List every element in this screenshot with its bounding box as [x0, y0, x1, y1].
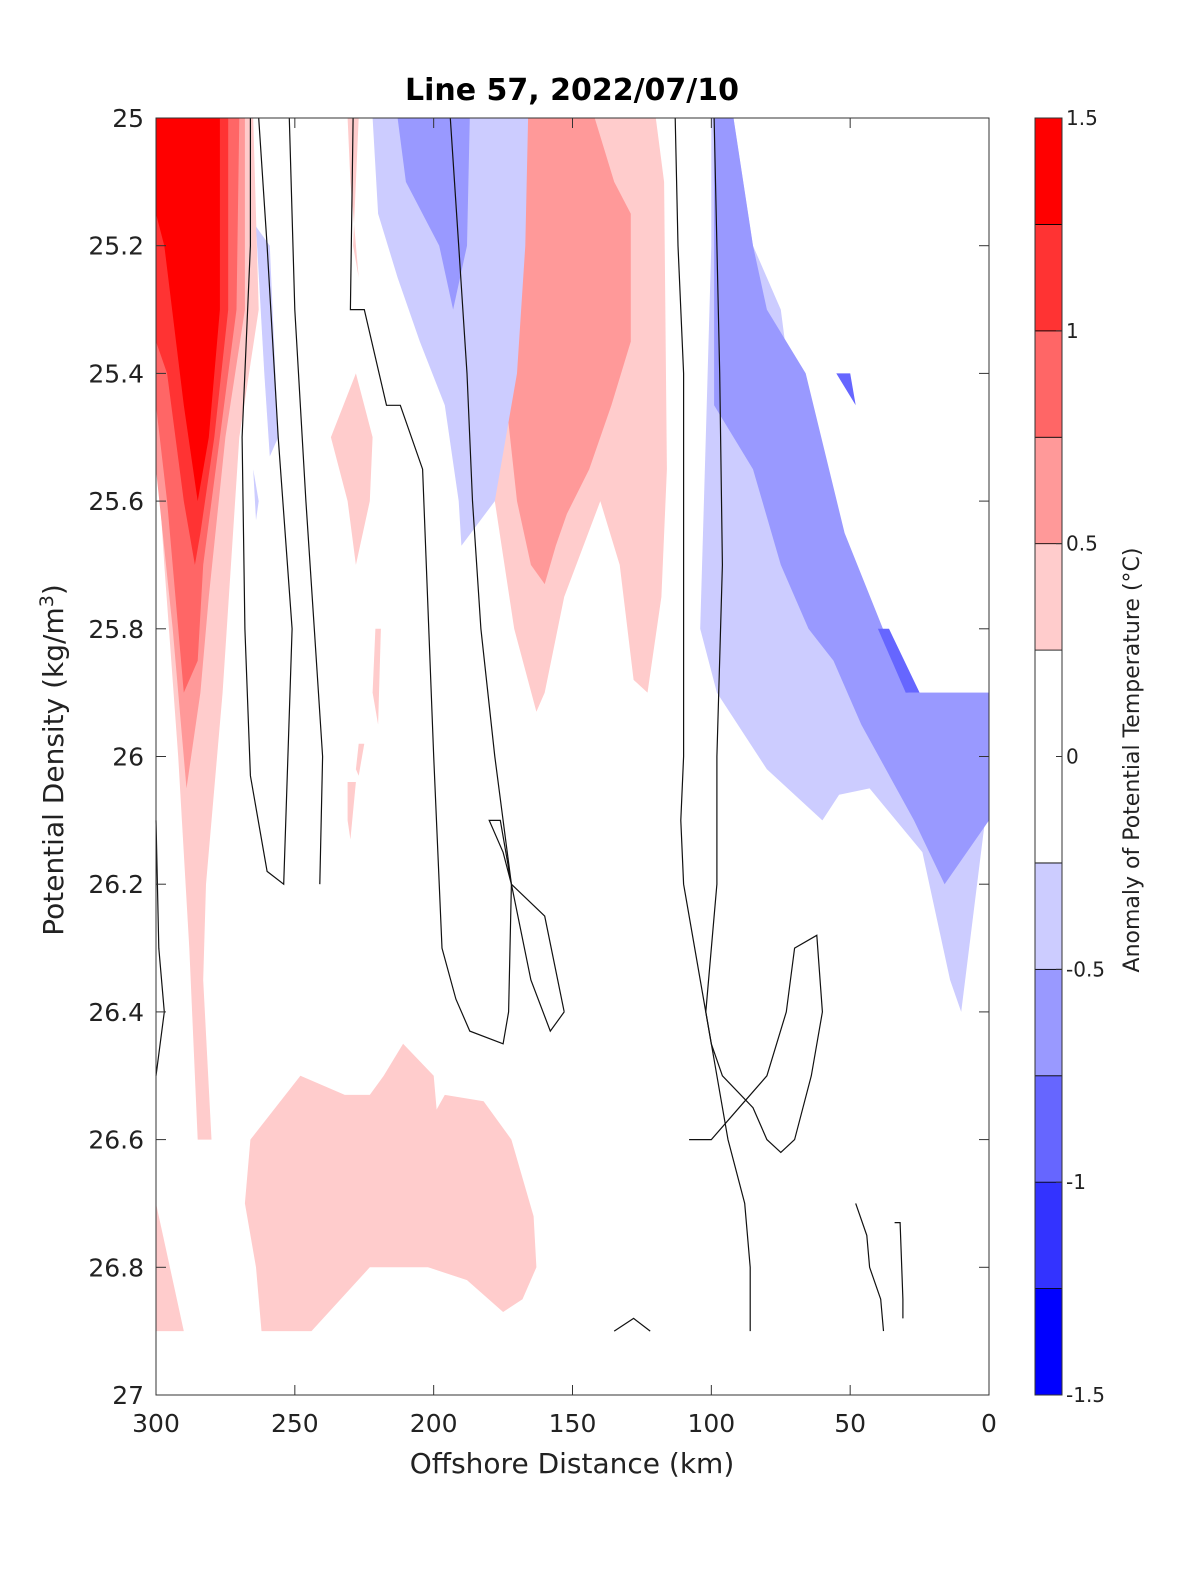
filled-region-13	[244, 1043, 454, 1332]
zero-contour-1	[241, 117, 293, 886]
filled-region-9	[355, 743, 365, 776]
filled-region-10	[347, 782, 356, 840]
zero-contour-8	[894, 1221, 904, 1319]
zero-contour-9	[613, 1317, 651, 1332]
x-tick-label: 0	[981, 1409, 997, 1438]
zero-contour-5	[674, 117, 824, 1154]
y-tick-label: 26.8	[88, 1253, 144, 1282]
zero-contour-2	[288, 117, 324, 885]
x-tick-label: 100	[687, 1409, 735, 1438]
colorbar-tick-label: -1.5	[1066, 1383, 1105, 1407]
x-tick-label: 50	[834, 1409, 866, 1438]
colorbar-band	[1034, 1288, 1063, 1396]
x-tick-label: 250	[271, 1409, 319, 1438]
y-axis-label-main: Potential Density (kg/m	[37, 607, 70, 936]
y-axis-label-superscript: 3	[36, 595, 58, 607]
filled-region-18	[397, 118, 470, 310]
colorbar-band	[1034, 436, 1063, 545]
zero-contour-3	[349, 117, 565, 1045]
zero-contour-6	[705, 117, 751, 1332]
colorbar-band	[1034, 330, 1063, 438]
colorbar-ticks: 1.5 1 0.5 0 -0.5 -1 -1.5	[1056, 106, 1105, 1407]
filled-region-20	[714, 118, 989, 885]
colorbar-tick-label: 0	[1066, 745, 1079, 769]
colorbar-tick-label: 0.5	[1066, 532, 1098, 556]
y-tick-label: 27	[112, 1381, 144, 1410]
colorbar-label: Anomaly of Potential Temperature (°C)	[1120, 548, 1145, 973]
filled-region-21	[877, 628, 920, 693]
zero-contour-7	[855, 1203, 885, 1332]
y-axis-label-close: )	[37, 584, 70, 595]
colorbar-tick-label: -1	[1066, 1170, 1086, 1194]
colorbar-band	[1034, 1075, 1063, 1183]
colorbar-tick-label: 1	[1066, 319, 1079, 343]
plot-area	[155, 117, 990, 1396]
filled-region-16	[253, 469, 259, 521]
zero-contours	[155, 117, 904, 1332]
y-tick-label: 25.6	[88, 487, 144, 516]
filled-region-8	[372, 628, 381, 725]
x-tick-label: 300	[132, 1409, 180, 1438]
x-axis-label: Offshore Distance (km)	[410, 1447, 735, 1480]
y-tick-label: 26.4	[88, 998, 144, 1027]
x-tick-label: 150	[549, 1409, 597, 1438]
y-tick-label: 26.2	[88, 870, 144, 899]
filled-region-7	[330, 373, 373, 565]
y-axis: 25 25.2 25.4 25.6 25.8 26 26.2 26.4 26.6 26.8 27	[88, 104, 989, 1410]
colorbar-band	[1034, 224, 1063, 332]
filled-region-14	[417, 1094, 537, 1312]
filled-region-4	[156, 118, 220, 502]
colorbar: 1.5 1 0.5 0 -0.5 -1 -1.5 Anomaly of Potential …	[1034, 106, 1145, 1407]
y-tick-label: 25.8	[88, 615, 144, 644]
y-tick-label: 25	[112, 104, 144, 133]
filled-region-6	[347, 118, 359, 278]
filled-region-5	[156, 1203, 184, 1332]
colorbar-band	[1034, 862, 1063, 970]
colorbar-band	[1034, 117, 1063, 225]
filled-region-17	[372, 118, 529, 546]
colorbar-band	[1034, 1181, 1063, 1289]
filled-regions	[156, 118, 989, 1332]
y-tick-label: 26.6	[88, 1126, 144, 1155]
y-tick-label: 25.4	[88, 359, 144, 388]
chart-title: Line 57, 2022/07/10	[405, 73, 739, 108]
x-axis: 300 250 200 150 100 50 0	[132, 118, 997, 1438]
colorbar-band	[1034, 968, 1063, 1077]
zero-contour-4	[449, 117, 565, 1033]
filled-region-22	[836, 373, 856, 406]
y-tick-label: 25.2	[88, 232, 144, 261]
x-tick-label: 200	[410, 1409, 458, 1438]
y-tick-label: 26	[112, 743, 144, 772]
filled-region-15	[256, 226, 279, 457]
y-axis-label: Potential Density (kg/m3)	[36, 584, 70, 936]
colorbar-tick-label: 1.5	[1066, 106, 1098, 130]
colorbar-tick-label: -0.5	[1066, 957, 1105, 981]
colorbar-band	[1034, 543, 1063, 651]
